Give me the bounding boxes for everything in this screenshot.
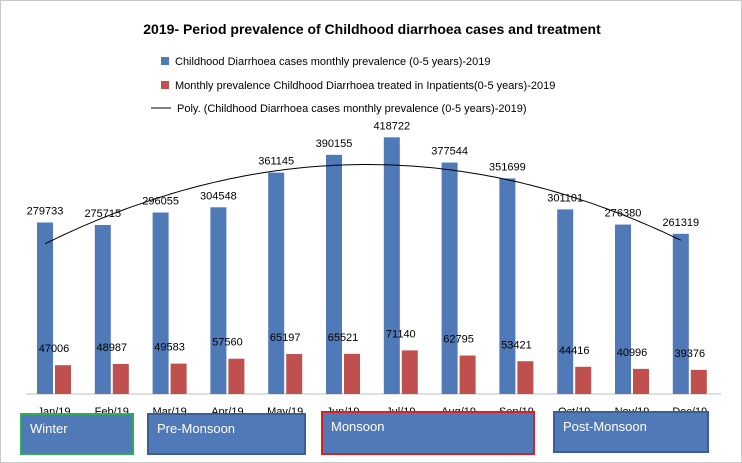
chart-marks: 27973347006Jan/1927571548987Feb/19296055… bbox=[27, 120, 708, 418]
data-label-inpatients-7: 62795 bbox=[443, 334, 474, 346]
bar-cases-3 bbox=[210, 207, 227, 394]
data-label-inpatients-3: 57560 bbox=[212, 337, 243, 349]
bar-cases-9 bbox=[557, 209, 574, 394]
data-label-cases-4: 361145 bbox=[258, 156, 294, 168]
bar-inpatients-10 bbox=[633, 368, 649, 394]
legend-label-trendline: Poly. (Childhood Diarrhoea cases monthly… bbox=[177, 103, 527, 115]
season-label-monsoon: Monsoon bbox=[331, 419, 385, 434]
bar-inpatients-6 bbox=[401, 350, 418, 394]
chart-title: 2019- Period prevalence of Childhood dia… bbox=[143, 21, 601, 37]
polynomial-trendline bbox=[44, 164, 682, 245]
bar-cases-1 bbox=[94, 224, 111, 394]
legend-swatch-inpatients bbox=[161, 81, 169, 89]
data-label-inpatients-8: 53421 bbox=[501, 339, 532, 351]
bar-cases-5 bbox=[326, 154, 342, 394]
bar-inpatients-1 bbox=[112, 363, 129, 394]
legend-label-cases: Childhood Diarrhoea cases monthly preval… bbox=[175, 56, 491, 68]
season-label-pre-monsoon: Pre-Monsoon bbox=[157, 421, 236, 436]
data-label-cases-2: 296055 bbox=[142, 196, 179, 208]
season-box-monsoon: Monsoon bbox=[321, 411, 535, 455]
data-label-inpatients-11: 39376 bbox=[675, 348, 706, 360]
data-label-cases-8: 351699 bbox=[489, 161, 526, 173]
bar-cases-7 bbox=[441, 162, 458, 394]
legend: Childhood Diarrhoea cases monthly preval… bbox=[151, 56, 555, 115]
data-label-inpatients-6: 71140 bbox=[386, 328, 416, 340]
bar-inpatients-11 bbox=[690, 369, 707, 394]
data-label-cases-3: 304548 bbox=[200, 190, 237, 202]
bar-inpatients-5 bbox=[344, 353, 360, 394]
data-label-cases-6: 418722 bbox=[373, 120, 410, 132]
bar-inpatients-2 bbox=[170, 363, 187, 394]
data-label-cases-5: 390155 bbox=[316, 138, 353, 150]
data-label-inpatients-2: 49583 bbox=[154, 342, 185, 354]
data-label-inpatients-9: 44416 bbox=[559, 345, 590, 357]
bar-inpatients-7 bbox=[459, 355, 476, 394]
data-label-inpatients-4: 65197 bbox=[270, 332, 301, 344]
bar-cases-10 bbox=[615, 224, 631, 394]
bar-inpatients-8 bbox=[517, 361, 534, 394]
bar-cases-0 bbox=[37, 222, 53, 394]
season-box-post-monsoon: Post-Monsoon bbox=[553, 411, 709, 453]
season-label-winter: Winter bbox=[30, 421, 68, 436]
data-label-cases-7: 377544 bbox=[431, 146, 468, 158]
data-label-inpatients-10: 40996 bbox=[617, 347, 648, 359]
data-label-cases-9: 301101 bbox=[547, 192, 583, 204]
data-label-cases-11: 261319 bbox=[662, 217, 699, 229]
bar-inpatients-4 bbox=[286, 354, 303, 394]
data-label-cases-0: 279733 bbox=[27, 206, 64, 218]
data-label-cases-1: 275715 bbox=[84, 208, 121, 220]
bar-cases-6 bbox=[383, 137, 400, 394]
bar-cases-2 bbox=[152, 212, 169, 394]
season-box-winter: Winter bbox=[20, 413, 134, 455]
data-label-inpatients-1: 48987 bbox=[97, 342, 128, 354]
bar-cases-4 bbox=[268, 172, 285, 394]
legend-label-inpatients: Monthly prevalence Childhood Diarrhoea t… bbox=[175, 80, 555, 92]
data-label-cases-10: 276380 bbox=[605, 208, 642, 220]
bar-inpatients-9 bbox=[575, 366, 592, 394]
data-label-inpatients-0: 47006 bbox=[39, 343, 70, 355]
season-box-pre-monsoon: Pre-Monsoon bbox=[147, 413, 306, 455]
legend-swatch-cases bbox=[161, 57, 169, 65]
data-label-inpatients-5: 65521 bbox=[328, 332, 359, 344]
bar-inpatients-3 bbox=[228, 358, 245, 394]
bar-cases-11 bbox=[672, 233, 689, 394]
bar-cases-8 bbox=[499, 178, 516, 394]
season-label-post-monsoon: Post-Monsoon bbox=[563, 419, 647, 434]
bar-inpatients-0 bbox=[55, 365, 71, 394]
